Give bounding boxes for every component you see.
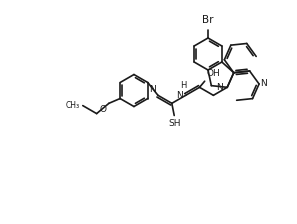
Text: N: N (260, 80, 267, 88)
Text: SH: SH (168, 119, 181, 129)
Text: CH₃: CH₃ (66, 101, 80, 110)
Text: Br: Br (202, 15, 214, 25)
Text: N: N (149, 85, 156, 94)
Text: N: N (217, 83, 223, 92)
Text: N: N (176, 91, 183, 100)
Text: OH: OH (207, 69, 220, 78)
Text: O: O (100, 105, 107, 114)
Text: H: H (181, 81, 187, 90)
